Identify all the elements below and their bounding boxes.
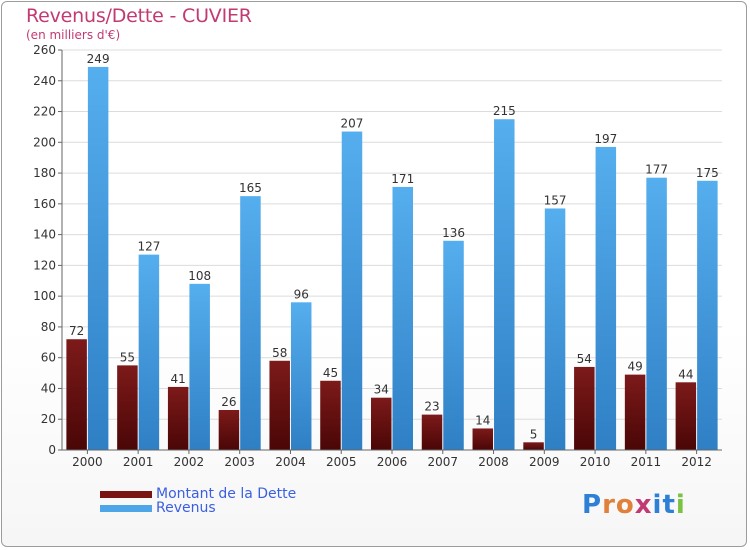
- chart-title: Revenus/Dette - CUVIER: [26, 5, 252, 27]
- logo-letter: i: [652, 490, 663, 520]
- debt-bar: [66, 339, 87, 450]
- legend-revenue-swatch: [100, 504, 152, 512]
- y-tick-label: 40: [41, 381, 56, 395]
- revenue-bar: [189, 283, 210, 450]
- x-tick-label: 2004: [275, 455, 306, 469]
- debt-value-label: 23: [424, 400, 439, 414]
- debt-value-label: 44: [678, 367, 693, 381]
- x-tick-label: 2008: [478, 455, 509, 469]
- x-tick-label: 2010: [580, 455, 611, 469]
- revenue-value-label: 171: [391, 172, 414, 186]
- debt-value-label: 14: [475, 413, 490, 427]
- debt-bar: [421, 414, 443, 450]
- debt-value-label: 54: [577, 352, 592, 366]
- x-tick-label: 2011: [631, 455, 662, 469]
- revenue-value-label: 136: [442, 226, 465, 240]
- revenue-bar: [87, 66, 109, 450]
- chart-subtitle: (en milliers d'€): [26, 28, 121, 42]
- y-tick-label: 80: [41, 320, 56, 334]
- y-tick-label: 160: [33, 197, 56, 211]
- y-tick-label: 180: [33, 166, 56, 180]
- legend-revenue: Revenus: [100, 500, 216, 516]
- debt-value-label: 5: [530, 427, 538, 441]
- revenue-bar: [290, 302, 312, 450]
- revenue-bar: [341, 131, 363, 451]
- revenue-value-label: 177: [645, 163, 668, 177]
- logo-letter: i: [675, 490, 686, 520]
- y-tick-label: 260: [33, 43, 56, 57]
- logo-letter: r: [602, 490, 616, 520]
- x-tick-label: 2006: [377, 455, 408, 469]
- revenue-value-label: 207: [341, 117, 364, 131]
- debt-bar: [574, 366, 595, 450]
- y-tick-label: 20: [41, 412, 56, 426]
- revenue-bar: [392, 186, 413, 450]
- y-tick-label: 200: [33, 135, 56, 149]
- logo-letter: o: [615, 490, 635, 520]
- debt-bar: [269, 360, 290, 450]
- debt-value-label: 49: [627, 360, 642, 374]
- y-tick-label: 120: [33, 258, 56, 272]
- debt-value-label: 26: [221, 395, 236, 409]
- debt-bar: [117, 365, 138, 450]
- debt-value-label: 45: [323, 366, 338, 380]
- x-tick-label: 2003: [224, 455, 255, 469]
- revenue-value-label: 249: [87, 52, 110, 66]
- revenue-value-label: 108: [188, 269, 211, 283]
- logo-letter: x: [634, 490, 653, 520]
- legend-revenue-label: Revenus: [156, 500, 216, 516]
- debt-bar: [675, 382, 697, 450]
- debt-bar: [218, 410, 240, 450]
- revenue-bar: [494, 119, 515, 450]
- debt-bar: [167, 386, 189, 450]
- revenue-bar: [138, 254, 160, 450]
- legend-debt-label: Montant de la Dette: [156, 486, 297, 502]
- x-tick-label: 2005: [326, 455, 357, 469]
- debt-bar: [472, 428, 494, 450]
- debt-value-label: 58: [272, 346, 287, 360]
- revenue-value-label: 96: [294, 287, 309, 301]
- debt-bar: [320, 380, 341, 450]
- revenue-bar: [595, 146, 617, 450]
- debt-bar: [523, 442, 544, 450]
- revenue-bar: [544, 208, 566, 450]
- x-tick-label: 2002: [174, 455, 205, 469]
- debt-value-label: 41: [171, 372, 186, 386]
- x-tick-label: 2000: [72, 455, 103, 469]
- debt-value-label: 34: [374, 383, 389, 397]
- debt-value-label: 72: [69, 324, 84, 338]
- debt-bar: [371, 397, 392, 450]
- revenue-value-label: 175: [696, 166, 719, 180]
- revenue-value-label: 197: [594, 132, 617, 146]
- y-tick-label: 100: [33, 289, 56, 303]
- revenue-value-label: 165: [239, 181, 262, 195]
- revenue-value-label: 127: [137, 240, 160, 254]
- debt-bar: [624, 374, 646, 450]
- y-tick-label: 0: [48, 443, 56, 457]
- revenue-bar: [240, 196, 261, 450]
- proxiti-logo: Proxiti: [582, 490, 686, 520]
- revenue-bar: [443, 240, 464, 450]
- x-tick-label: 2009: [529, 455, 560, 469]
- y-tick-label: 220: [33, 105, 56, 119]
- revenue-bar: [646, 177, 667, 450]
- revenue-value-label: 215: [493, 104, 516, 118]
- x-tick-label: 2012: [681, 455, 712, 469]
- y-tick-label: 240: [33, 74, 56, 88]
- logo-letter: t: [662, 490, 676, 520]
- debt-value-label: 55: [120, 350, 135, 364]
- legend-debt: Montant de la Dette: [100, 486, 296, 502]
- revenue-value-label: 157: [544, 193, 567, 207]
- y-tick-label: 60: [41, 351, 56, 365]
- logo-letter: P: [582, 490, 603, 520]
- revenue-bar: [697, 180, 718, 450]
- x-tick-label: 2007: [427, 455, 458, 469]
- x-tick-label: 2001: [123, 455, 154, 469]
- y-tick-label: 140: [33, 228, 56, 242]
- legend-debt-swatch: [100, 490, 152, 498]
